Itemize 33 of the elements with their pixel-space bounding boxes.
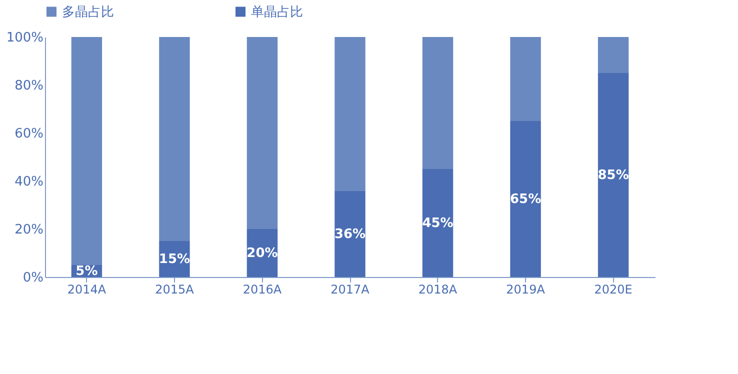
- bar: [334, 190, 366, 277]
- x-tick-label: 2019A: [506, 282, 546, 296]
- y-tick-label: 60%: [14, 126, 44, 142]
- bar: [71, 37, 102, 265]
- x-tick-label: 2018A: [418, 282, 458, 296]
- data-label: 20%: [246, 246, 278, 261]
- y-tick-label: 20%: [14, 222, 44, 238]
- bar: [510, 37, 541, 121]
- x-tick-label: 2015A: [155, 282, 195, 296]
- bar: [159, 37, 190, 241]
- bar: [510, 121, 541, 277]
- data-label: 5%: [76, 264, 98, 279]
- data-label: 36%: [334, 226, 366, 242]
- x-tick-label: 2020E: [594, 282, 632, 296]
- bar: [422, 169, 454, 277]
- data-label: 15%: [158, 252, 190, 267]
- x-tick-label: 2014A: [67, 282, 107, 296]
- bar: [598, 37, 629, 73]
- bar: [422, 37, 454, 169]
- y-tick-label: 40%: [14, 174, 44, 190]
- data-label: 45%: [422, 216, 454, 231]
- x-tick-label: 2016A: [242, 282, 282, 296]
- data-label: 85%: [598, 168, 629, 183]
- legend-label: 单晶占比: [251, 4, 303, 20]
- y-tick-label: 80%: [14, 78, 44, 94]
- x-tick-label: 2017A: [330, 282, 370, 296]
- bar: [334, 37, 366, 191]
- y-tick-label: 0%: [22, 270, 44, 286]
- bar: [598, 73, 629, 277]
- bar: [246, 37, 278, 229]
- data-label: 65%: [510, 192, 542, 207]
- legend-label: 多晶占比: [62, 4, 114, 20]
- y-tick-label: 100%: [6, 30, 44, 46]
